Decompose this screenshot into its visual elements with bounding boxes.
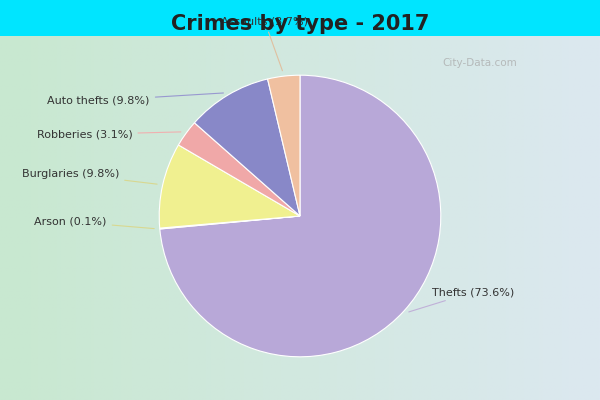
Wedge shape — [159, 145, 300, 228]
Wedge shape — [178, 123, 300, 216]
Wedge shape — [160, 75, 441, 357]
Text: Arson (0.1%): Arson (0.1%) — [34, 217, 154, 228]
Wedge shape — [268, 75, 300, 216]
Wedge shape — [160, 216, 300, 229]
Text: Auto thefts (9.8%): Auto thefts (9.8%) — [47, 93, 223, 106]
Wedge shape — [194, 79, 300, 216]
Text: Robberies (3.1%): Robberies (3.1%) — [37, 129, 181, 139]
Text: Thefts (73.6%): Thefts (73.6%) — [409, 287, 514, 312]
Text: City-Data.com: City-Data.com — [443, 58, 517, 68]
Text: Burglaries (9.8%): Burglaries (9.8%) — [22, 169, 157, 184]
Text: Assaults (3.7%): Assaults (3.7%) — [221, 17, 308, 71]
Text: Crimes by type - 2017: Crimes by type - 2017 — [171, 14, 429, 34]
